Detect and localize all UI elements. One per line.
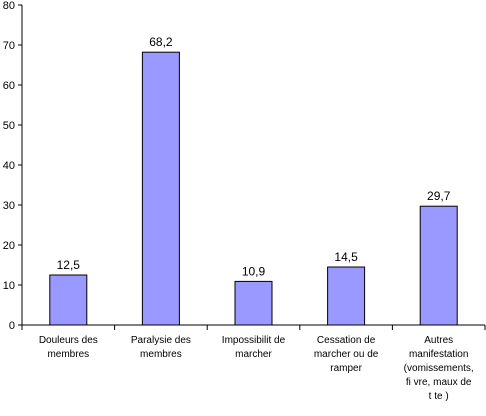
- x-category-label: Impossibilit de marcher: [221, 335, 286, 360]
- bar: [49, 274, 88, 326]
- data-label: 14,5: [334, 250, 358, 264]
- y-tick-label: 80: [3, 0, 15, 12]
- x-category-label: Autres manifestation (vomissements, fi v…: [403, 335, 474, 402]
- y-tick-label: 40: [3, 160, 15, 172]
- y-tick-label: 0: [9, 320, 15, 332]
- y-tick-label: 20: [3, 240, 15, 252]
- data-label: 68,2: [149, 35, 173, 49]
- data-label: 10,9: [242, 264, 266, 278]
- y-tick-label: 50: [3, 120, 15, 132]
- bar: [234, 280, 273, 326]
- x-category-label: Cessation de marcher ou de ramper: [313, 335, 379, 374]
- bar: [141, 51, 180, 326]
- data-label: 29,7: [427, 189, 451, 203]
- y-tick-label: 30: [3, 200, 15, 212]
- y-tick-label: 70: [3, 40, 15, 52]
- y-tick-label: 10: [3, 280, 15, 292]
- bar: [327, 266, 366, 326]
- y-tick-label: 60: [3, 80, 15, 92]
- x-category-label: Douleurs des membres: [38, 335, 98, 360]
- x-category-label: Paralysie des membres: [130, 335, 191, 360]
- bar: [419, 205, 458, 326]
- data-label: 12,5: [57, 258, 81, 272]
